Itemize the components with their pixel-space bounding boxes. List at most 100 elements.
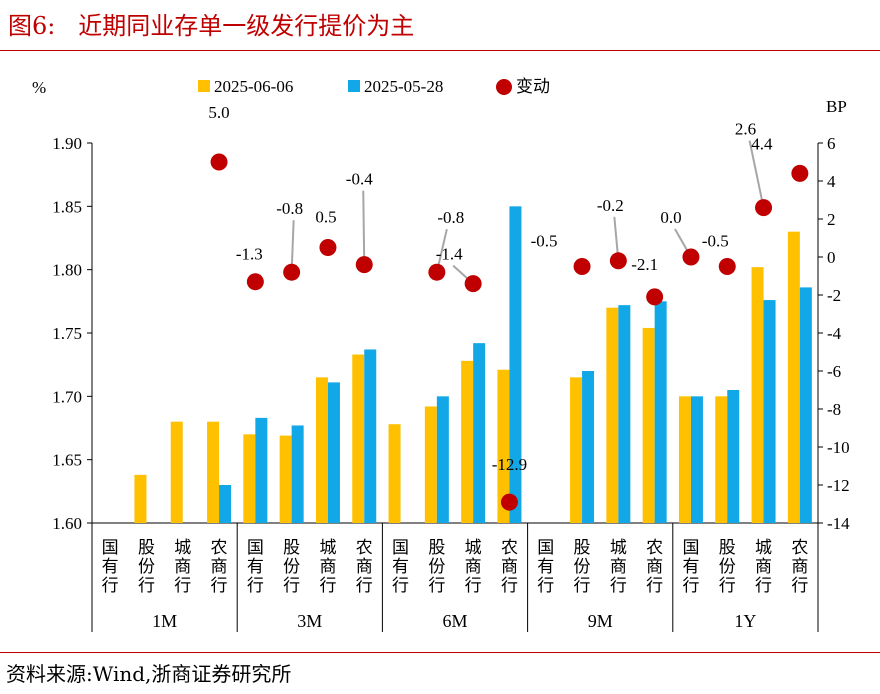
change-marker [283,263,301,281]
category-label-char: 有 [102,557,119,576]
change-marker [500,493,518,511]
bar-2025-05-28 [473,343,486,523]
change-marker [355,256,373,274]
change-data-label: 4.4 [751,134,773,153]
category-label-char: 行 [537,576,554,595]
bar-2025-06-06 [134,474,147,523]
category-label-char: 行 [102,576,119,595]
left-tick-label: 1.85 [52,197,82,216]
category-label-char: 有 [537,557,554,576]
bar-2025-06-06 [642,327,655,523]
bar-2025-05-28 [618,305,631,523]
category-label-char: 城 [319,538,336,557]
left-tick-label: 1.90 [52,134,82,153]
change-data-label: 0.5 [315,208,336,227]
legend-marker-change [496,79,512,95]
category-label-char: 行 [610,576,627,595]
group-label: 1M [152,611,177,631]
category-label-char: 有 [392,557,409,576]
left-tick-label: 1.65 [52,451,82,470]
bar-chart: 1.90 1.85 1.80 1.75 1.70 1.65 1.60 6 4 2 0 -2 -4 -6 -8… [32,77,850,632]
change-marker [682,248,700,266]
change-marker [791,164,809,182]
category-label-char: 份 [428,557,445,576]
change-marker [210,153,228,171]
category-label-char: 股 [283,538,300,557]
right-tick-label: -2 [827,286,841,305]
category-label-char: 农 [501,538,518,557]
bar-2025-06-06 [424,406,437,523]
title-rule [0,50,880,51]
category-label-char: 份 [283,557,300,576]
bar-2025-06-06 [352,354,365,523]
category-label-char: 行 [574,576,591,595]
right-tick-label: -10 [827,438,850,457]
category-label-char: 国 [102,538,119,557]
right-tick-label: -14 [827,514,850,533]
category-label-char: 股 [574,538,591,557]
bar-2025-05-28 [327,382,340,523]
category-label-char: 国 [247,538,264,557]
category-label-char: 行 [501,576,518,595]
bar-2025-05-28 [364,349,377,523]
category-label-char: 行 [755,576,772,595]
category-label-char: 行 [719,576,736,595]
figure-title: 图6: 近期同业存单一级发行提价为主 [8,12,415,40]
change-data-label: -1.3 [236,245,263,264]
category-label-char: 行 [319,576,336,595]
bar-2025-06-06 [388,424,401,523]
left-tick-label: 1.70 [52,387,82,406]
bar-2025-05-28 [219,485,232,523]
category-label-char: 农 [356,538,373,557]
category-label-char: 城 [174,538,191,557]
category-label-char: 行 [392,576,409,595]
category-label-char: 行 [428,576,445,595]
right-tick-label: -6 [827,362,841,381]
bar-2025-05-28 [582,371,595,523]
change-data-label: 5.0 [208,103,229,122]
bar-2025-05-28 [799,287,812,523]
category-label-char: 城 [755,538,772,557]
bar-2025-05-28 [654,301,667,523]
bar-2025-06-06 [315,377,328,523]
change-data-label: -0.5 [702,232,729,251]
change-leader-line [290,220,295,273]
change-data-label: -2.1 [631,255,658,274]
bar-2025-05-28 [509,206,522,524]
category-label-char: 商 [465,557,482,576]
change-data-label: -0.8 [276,199,303,218]
legend-label-series2: 2025-05-28 [364,77,443,96]
change-data-label: -0.8 [437,208,464,227]
change-marker [319,239,337,256]
category-label-char: 行 [791,576,808,595]
bar-2025-06-06 [497,369,510,523]
category-label-char: 份 [719,557,736,576]
change-data-label: -0.2 [597,196,624,215]
change-data-label: 0.0 [660,208,681,227]
category-label-char: 股 [719,538,736,557]
right-tick-label: 2 [827,210,836,229]
change-marker [718,258,736,275]
right-tick-label: 4 [827,172,836,191]
change-data-label: -0.5 [531,232,558,251]
category-label-char: 国 [537,538,554,557]
legend-swatch-series2 [348,80,360,92]
legend-label-change: 变动 [516,77,550,96]
bar-2025-05-28 [727,390,740,523]
right-tick-label: -8 [827,400,841,419]
category-label-char: 商 [356,557,373,576]
change-leader-line [748,140,765,208]
category-label-char: 农 [646,538,663,557]
category-label-char: 行 [174,576,191,595]
category-label-char: 城 [610,538,627,557]
change-data-label: -0.4 [346,170,373,189]
bar-2025-05-28 [291,425,304,523]
category-label-char: 农 [211,538,228,557]
category-label-char: 农 [791,538,808,557]
bar-2025-06-06 [279,435,292,523]
bar-2025-05-28 [255,417,268,523]
change-marker [573,258,591,275]
category-label-char: 行 [646,576,663,595]
bar-2025-06-06 [678,396,691,523]
bar-2025-06-06 [207,421,220,523]
